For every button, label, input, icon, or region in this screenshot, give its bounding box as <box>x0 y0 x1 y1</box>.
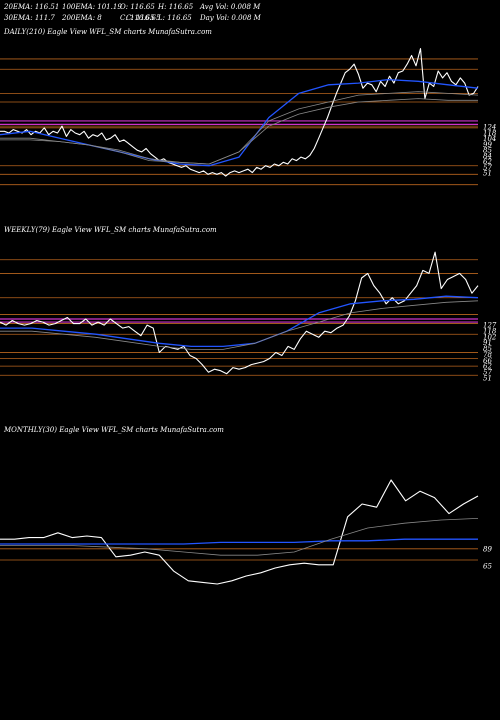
ema-line <box>0 295 479 348</box>
level-label: 118 <box>483 327 497 335</box>
level-label: 65 <box>483 563 492 571</box>
ema200-readout: 200EMA: 8 <box>62 14 102 22</box>
level-label: 99 <box>483 141 492 149</box>
low-readout: L: 116.65 <box>158 14 192 22</box>
close-readout-overlap: C: 116.65 <box>126 14 161 22</box>
day-vol-readout: Day Vol: 0.008 M <box>200 14 261 22</box>
ema-slow-line <box>0 518 479 556</box>
ema-line <box>0 78 479 167</box>
avg-vol-readout: Avg Vol: 0.008 M <box>200 3 261 11</box>
ema-slow-line <box>0 98 478 165</box>
ema30-readout: 30EMA: 111.7 <box>4 14 55 22</box>
ema100-readout: 100EMA: 101.19 <box>62 3 122 11</box>
level-label: 124 <box>483 124 496 132</box>
level-label: 62 <box>483 363 492 371</box>
level-label: 85 <box>483 345 492 353</box>
level-label: 89 <box>483 546 492 554</box>
ema-line <box>0 538 478 545</box>
price-line <box>0 48 479 177</box>
monthly-chart-title: MONTHLY(30) Eagle View WFL_SM charts Mun… <box>4 426 224 434</box>
level-label: 66 <box>483 357 492 365</box>
level-label: 104 <box>483 135 496 143</box>
level-label: 51 <box>483 170 492 178</box>
level-label: 102 <box>483 333 497 341</box>
price-line <box>0 251 479 375</box>
level-label: 57 <box>483 164 492 172</box>
level-label: 85 <box>483 147 492 155</box>
weekly-chart-title: WEEKLY(79) Eagle View WFL_SM charts Muna… <box>4 226 217 234</box>
close-readout: C: 116.65 <box>120 14 155 22</box>
level-label: 91 <box>483 339 492 347</box>
level-label: 51 <box>483 375 492 383</box>
daily-chart-title: DAILY(210) Eagle View WFL_SM charts Muna… <box>4 28 212 36</box>
level-label: 84 <box>483 152 492 160</box>
level-label: 62 <box>483 158 492 166</box>
ema20-readout: 20EMA: 116.51 <box>4 3 60 11</box>
price-line <box>0 479 479 585</box>
open-readout: O: 116.65 <box>120 3 155 11</box>
level-label: 127 <box>483 322 497 330</box>
level-label: 118 <box>483 129 497 137</box>
ema-slow-line <box>0 300 479 350</box>
high-readout: H: 116.65 <box>158 3 194 11</box>
level-label: 78 <box>483 351 492 359</box>
level-label: 57 <box>483 369 492 377</box>
